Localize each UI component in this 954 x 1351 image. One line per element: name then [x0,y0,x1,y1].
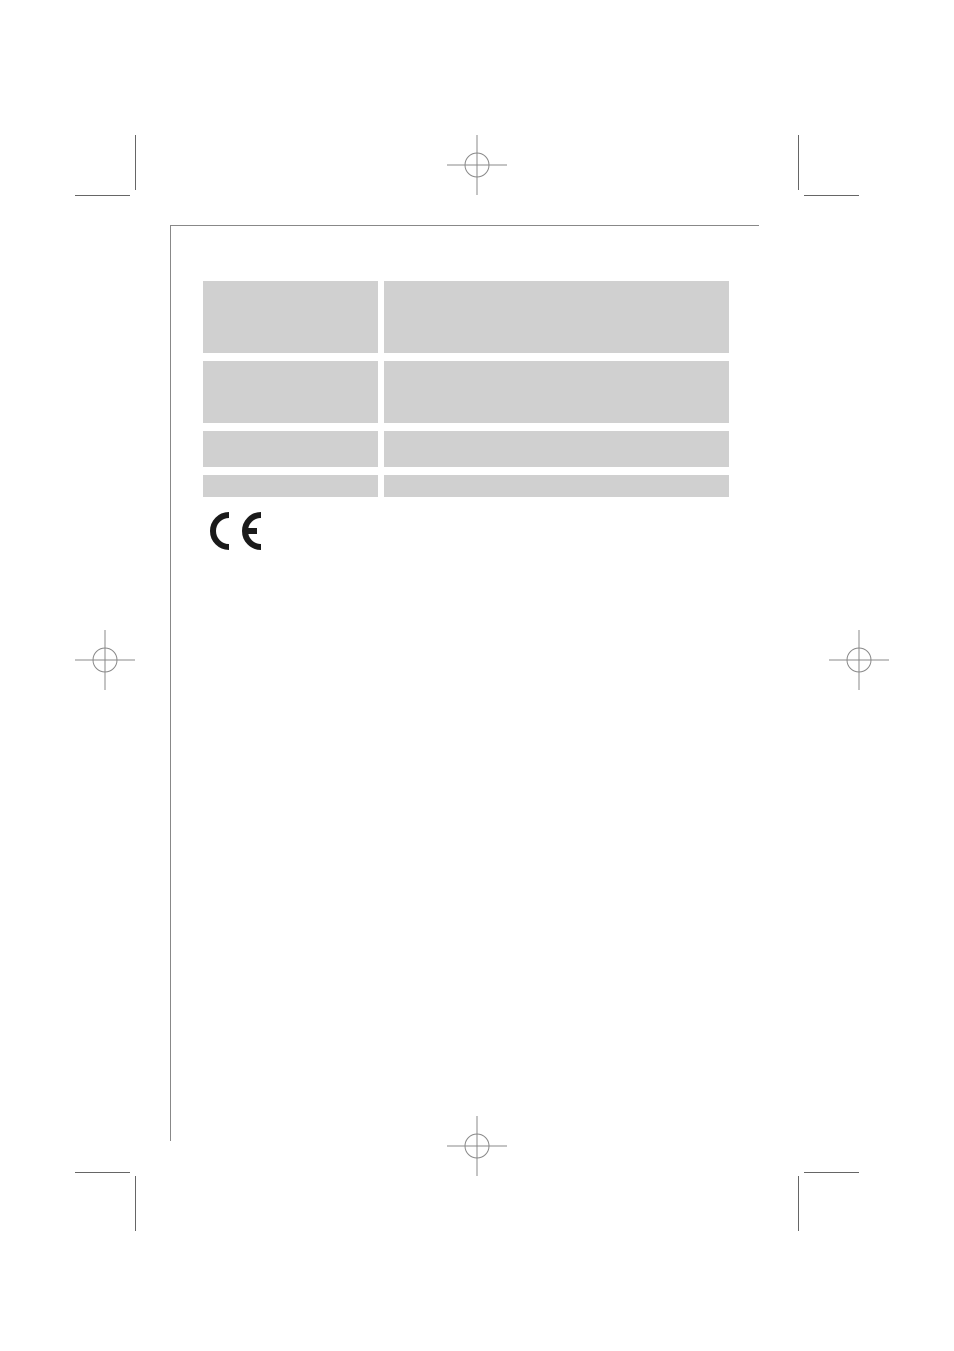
spec-value-cell [384,361,729,423]
table-row [203,475,729,497]
crop-mark [798,1176,799,1231]
crop-mark [804,1172,859,1173]
table-row [203,281,729,353]
spec-label-cell [203,431,378,467]
crop-mark [75,1172,130,1173]
ce-mark-icon [203,507,271,555]
crop-mark [798,135,799,190]
crop-mark [135,1176,136,1231]
spec-value-cell [384,431,729,467]
spec-label-cell [203,361,378,423]
registration-mark-top [442,130,512,200]
spec-label-cell [203,475,378,497]
spec-value-cell [384,281,729,353]
content-area [171,226,759,585]
registration-mark-left [70,625,140,695]
spec-table [203,281,729,497]
crop-mark [75,195,130,196]
registration-mark-right [824,625,894,695]
crop-mark [135,135,136,190]
table-row [203,431,729,467]
crop-mark [804,195,859,196]
table-row [203,361,729,423]
page-frame [170,225,759,1141]
spec-label-cell [203,281,378,353]
spec-value-cell [384,475,729,497]
